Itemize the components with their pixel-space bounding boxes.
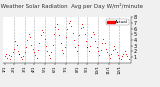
Legend: Actual: Actual [106,19,129,25]
Text: Milwaukee Weather Solar Radiation  Avg per Day W/m²/minute: Milwaukee Weather Solar Radiation Avg pe… [0,3,143,9]
